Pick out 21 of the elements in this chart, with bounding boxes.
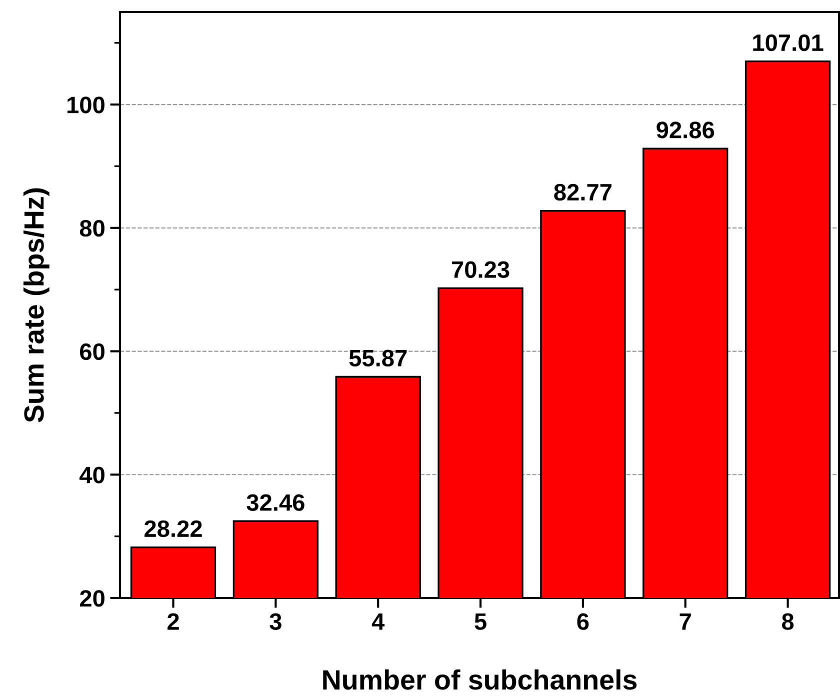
x-tick-label: 8 xyxy=(782,613,794,630)
data-label: 55.87 xyxy=(349,350,407,367)
x-tick-label: 6 xyxy=(577,613,589,630)
x-tick-label: 3 xyxy=(270,613,282,630)
data-label: 28.22 xyxy=(144,520,202,538)
data-label: 92.86 xyxy=(656,122,714,138)
x-tick-label: 7 xyxy=(680,613,691,630)
x-tick-label: 5 xyxy=(474,613,486,630)
y-tick-label: 60 xyxy=(80,343,104,360)
y-tick-label: 100 xyxy=(68,96,104,114)
y-tick-label: 80 xyxy=(80,220,104,237)
y-tick-label: 40 xyxy=(80,466,104,484)
x-tick-label: 2 xyxy=(168,613,179,630)
data-label: 107.01 xyxy=(753,34,824,52)
data-label: 82.77 xyxy=(554,184,612,201)
y-tick-label: 20 xyxy=(80,590,104,607)
x-tick-label: 4 xyxy=(372,613,385,630)
y-axis-title: Sum rate (bps/Hz) xyxy=(23,188,50,422)
data-label: 32.46 xyxy=(246,494,304,511)
data-label: 70.23 xyxy=(452,261,510,278)
x-axis-title: Number of subchannels xyxy=(323,669,637,690)
